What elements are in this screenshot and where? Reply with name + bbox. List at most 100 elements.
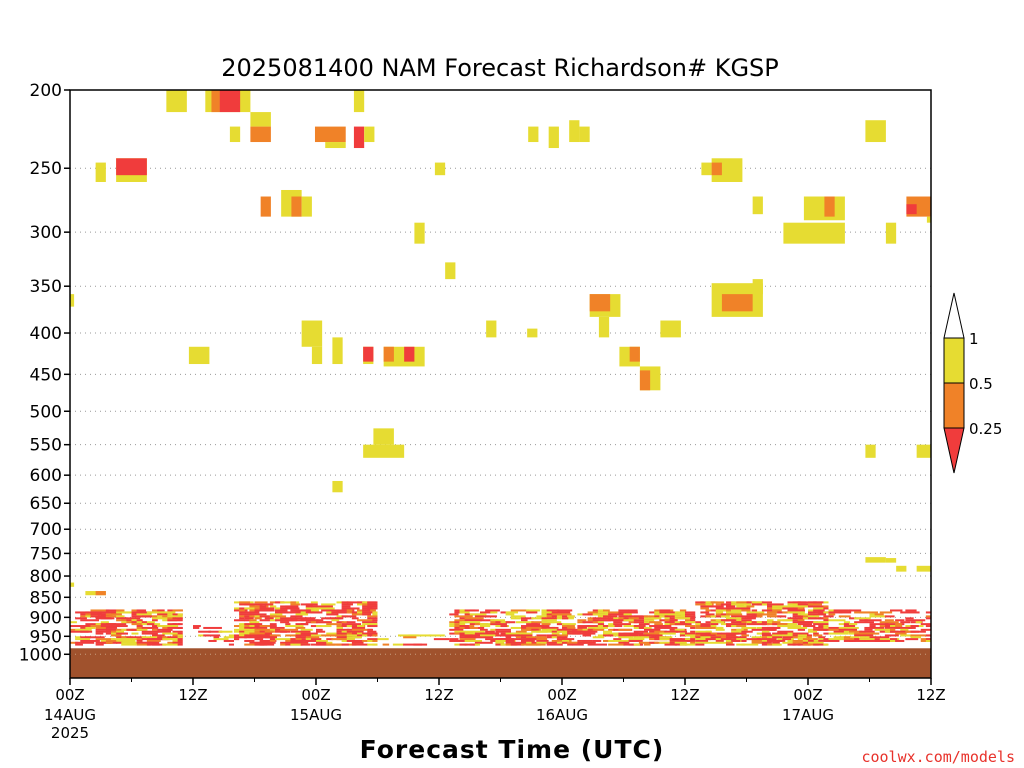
ri-cell	[597, 617, 614, 620]
ri-cell	[188, 346, 210, 365]
ri-cell	[495, 621, 502, 624]
ri-cell	[895, 632, 907, 635]
ri-cell	[85, 626, 96, 629]
ri-cell	[828, 611, 843, 614]
ri-cell	[536, 638, 545, 641]
ri-cell	[700, 623, 711, 626]
ri-cell	[741, 607, 751, 610]
ri-cell	[136, 638, 144, 641]
ri-cell	[445, 262, 456, 280]
ri-cell	[75, 638, 91, 641]
ri-cell	[341, 615, 357, 618]
plot-area	[70, 90, 931, 678]
ri-cell	[290, 615, 303, 618]
ri-cell	[152, 617, 170, 620]
ri-cell	[367, 628, 374, 631]
ri-cell	[746, 605, 754, 608]
y-tick-label: 800	[30, 567, 62, 587]
ri-cell	[515, 621, 534, 624]
ri-cell	[75, 628, 92, 631]
ri-cell	[177, 609, 183, 612]
ri-cell	[772, 605, 787, 608]
ri-cell	[269, 605, 277, 608]
ri-cell	[269, 626, 276, 629]
ri-cell	[589, 294, 611, 312]
ri-cell	[116, 619, 135, 622]
ri-cell	[664, 611, 679, 614]
ri-cell	[90, 639, 100, 642]
ri-cell	[495, 639, 505, 642]
ri-cell	[259, 639, 277, 642]
ri-cell	[859, 636, 877, 639]
ri-cell	[172, 625, 179, 628]
ri-cell	[152, 634, 165, 637]
ri-cell	[608, 639, 628, 642]
ri-cell	[351, 617, 359, 620]
ri-cell	[280, 607, 300, 610]
ri-cell	[469, 617, 484, 620]
ri-cell	[521, 634, 533, 637]
ri-cell	[608, 628, 616, 631]
ri-cell	[644, 619, 655, 622]
ri-cell	[300, 619, 315, 622]
ri-cell	[244, 636, 250, 639]
ri-cell	[249, 634, 268, 637]
ri-cell	[685, 611, 696, 614]
ri-cell	[157, 630, 172, 633]
ri-cell	[818, 621, 829, 624]
ri-cell	[521, 617, 534, 620]
ri-cell	[726, 605, 736, 608]
ri-cell	[638, 623, 650, 626]
x-tick-date: 14AUG	[44, 706, 96, 724]
ri-cell	[772, 607, 790, 610]
ri-cell	[310, 634, 330, 637]
ri-cell	[633, 643, 640, 646]
ri-cell	[244, 626, 253, 629]
ri-cell	[100, 617, 113, 620]
ri-cell	[843, 621, 851, 624]
legend-white-arrow	[943, 292, 965, 339]
ri-cell	[613, 623, 631, 626]
ri-cell	[628, 621, 638, 624]
ri-cell	[531, 626, 538, 629]
ri-cell	[884, 630, 896, 633]
ri-cell	[551, 632, 560, 635]
ri-cell	[562, 625, 570, 628]
ri-cell	[316, 621, 332, 624]
ri-cell	[116, 158, 147, 176]
ri-cell	[469, 639, 483, 642]
ri-cell	[685, 613, 696, 616]
ri-cell	[280, 621, 290, 624]
ri-cell	[100, 639, 111, 642]
ri-cell	[136, 623, 143, 626]
ri-cell	[177, 623, 183, 626]
ri-cell	[577, 626, 587, 629]
ri-cell	[357, 625, 365, 628]
ri-cell	[638, 641, 655, 644]
ri-cell	[629, 346, 640, 362]
ri-cell	[531, 628, 539, 631]
ri-cell	[105, 626, 117, 629]
ri-cell	[316, 643, 335, 646]
x-tick-date: 16AUG	[536, 706, 588, 724]
ri-cell	[649, 621, 662, 624]
ri-cell	[603, 619, 621, 622]
ri-cell	[321, 609, 340, 612]
credit-link[interactable]: coolwx.com/models	[861, 748, 1015, 766]
ri-cell	[824, 196, 835, 217]
ri-cell	[362, 623, 372, 626]
ri-cell	[526, 609, 540, 612]
ri-cell	[865, 120, 886, 143]
ri-cell	[808, 611, 829, 614]
ri-cell	[705, 630, 712, 633]
ri-cell	[244, 603, 263, 606]
ri-cell	[536, 634, 547, 637]
ri-cell	[336, 630, 345, 633]
ri-cell	[695, 643, 705, 646]
ri-cell	[373, 428, 394, 445]
ri-cell	[346, 630, 364, 633]
ri-cell	[449, 613, 459, 616]
ri-cell	[372, 639, 378, 642]
ri-cell	[239, 611, 260, 614]
ri-cell	[172, 617, 183, 620]
